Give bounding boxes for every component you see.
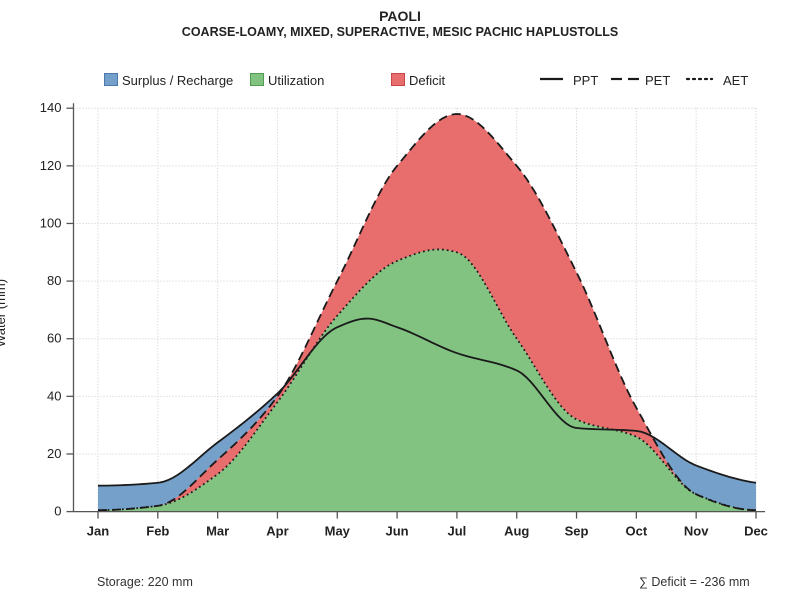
svg-text:Feb: Feb: [146, 524, 169, 539]
svg-text:May: May: [325, 524, 351, 539]
svg-text:Nov: Nov: [684, 524, 709, 539]
svg-text:140: 140: [40, 100, 62, 115]
svg-text:Apr: Apr: [266, 524, 288, 539]
svg-text:20: 20: [47, 446, 61, 461]
svg-text:Sep: Sep: [565, 524, 589, 539]
svg-text:Mar: Mar: [206, 524, 229, 539]
svg-text:Jun: Jun: [386, 524, 409, 539]
svg-text:Aug: Aug: [504, 524, 529, 539]
svg-text:Dec: Dec: [744, 524, 768, 539]
svg-text:0: 0: [54, 504, 61, 519]
svg-text:120: 120: [40, 158, 62, 173]
svg-text:100: 100: [40, 215, 62, 230]
svg-text:60: 60: [47, 331, 61, 346]
svg-text:Oct: Oct: [626, 524, 648, 539]
svg-text:Jul: Jul: [448, 524, 467, 539]
svg-text:40: 40: [47, 388, 61, 403]
svg-text:Jan: Jan: [87, 524, 109, 539]
svg-text:80: 80: [47, 273, 61, 288]
